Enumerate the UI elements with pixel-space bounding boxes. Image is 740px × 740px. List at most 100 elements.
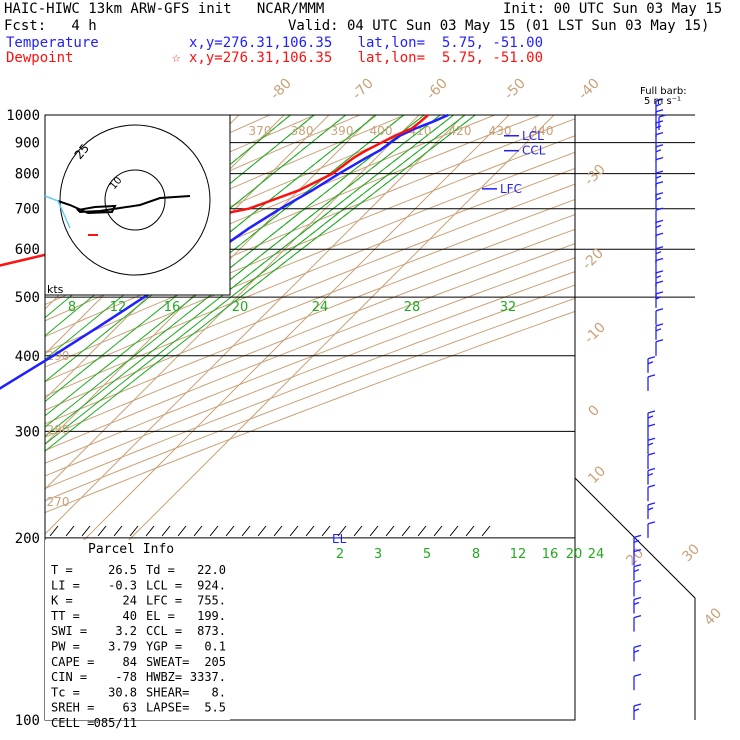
parcel-key: CELL =: [51, 716, 94, 730]
parcel-value: 199.: [197, 609, 226, 623]
parcel-hatch-line: [385, 525, 395, 537]
mixing-ratio-label: 16: [164, 300, 181, 315]
wind-barb-flag: [655, 257, 664, 262]
parcel-hatch-line: [353, 525, 363, 537]
barb-key: Full barb:5 m s⁻¹: [640, 86, 687, 130]
pressure-tick-label: 400: [15, 349, 40, 365]
isotherm-line: [0, 115, 14, 720]
wind-barb-flag: [655, 246, 664, 250]
dry-adiabat-line: [45, 151, 575, 368]
parcel-value: 085/11: [94, 716, 137, 730]
parcel-key: TT =: [51, 609, 80, 623]
isotherm-label: -70: [349, 75, 376, 102]
theta-label: 370: [249, 124, 272, 138]
dry-adiabat-line: [45, 297, 575, 502]
theta-label: 280: [47, 423, 70, 437]
wind-barb-flag: [633, 534, 642, 538]
parcel-hatch-line: [65, 525, 75, 537]
mixing-ratio-dashed-line: [174, 115, 405, 298]
parcel-info-box: [45, 540, 230, 720]
pressure-tick-label: 700: [15, 202, 40, 218]
wind-barb-flag: [655, 207, 664, 211]
isotherm-line: [45, 115, 465, 535]
pressure-tick-label: 500: [15, 290, 40, 306]
mixing-ratio-label: 2: [336, 547, 344, 562]
temperature-legend: Temperature: [6, 35, 99, 51]
dry-adiabat-line: [45, 228, 575, 438]
wind-barb-flag: [655, 192, 664, 196]
wind-barb-flag: [655, 291, 664, 295]
mixing-ratio-dashed-line: [207, 115, 441, 298]
wind-barb-flag: [633, 649, 640, 653]
dry-adiabat-line: [45, 257, 575, 464]
parcel-hatch-line: [369, 525, 379, 537]
theta-label: 430: [489, 124, 512, 138]
parcel-hatch-line: [145, 525, 155, 537]
isotherm-line: [45, 115, 420, 490]
hodograph-unit: kts: [47, 283, 64, 296]
wind-barb-flag: [655, 232, 664, 236]
parcel-value: 3.79: [108, 640, 137, 654]
lower-frame-edge: [574, 477, 696, 720]
wind-barb-flag: [655, 296, 662, 300]
parcel-key: HWBZ=: [146, 670, 182, 684]
parcel-hatch-line: [129, 525, 139, 537]
hodograph-ring-outer: [59, 124, 211, 276]
barb-key-line1: Full barb:: [640, 86, 687, 97]
parcel-key: LFC =: [146, 594, 182, 608]
theta-label: 420: [449, 124, 472, 138]
parcel-key: CAPE =: [51, 655, 94, 669]
dewpoint-coords: x,y=276.31,106.35 lat,lon= 5.75, -51.00: [189, 50, 544, 66]
wind-barb-flag: [633, 539, 640, 543]
dry-adiabat-line: [45, 243, 575, 451]
pressure-tick-label: 1000: [6, 108, 40, 124]
pressure-tick-label: 300: [15, 424, 40, 440]
parcel-hatch-line: [337, 525, 347, 537]
isotherm-label: -40: [575, 75, 602, 102]
dry-adiabat-line: [45, 183, 575, 397]
parcel-hatch-line: [305, 525, 315, 537]
parcel-key: CCL =: [146, 624, 182, 638]
parcel-hatch-line: [193, 525, 203, 537]
isotherm-label: -80: [267, 75, 294, 102]
parcel-value: 3337.: [190, 670, 226, 684]
wind-barb-flag: [655, 275, 662, 279]
wind-barb-flag: [655, 149, 662, 153]
dry-adiabat-line: [45, 310, 575, 514]
barb-key-flag: [658, 114, 667, 118]
mixing-ratio-label: 16: [542, 547, 559, 562]
wind-barb-flag: [633, 568, 640, 573]
wind-barb-flag: [655, 181, 664, 185]
parcel-key: Td =: [146, 563, 175, 577]
parcel-hatch-line: [449, 525, 459, 537]
wind-barb-flag: [655, 219, 664, 224]
theta-label: 400: [370, 124, 393, 138]
parcel-hatch-line: [49, 525, 59, 537]
pressure-tick-label: 600: [15, 242, 40, 258]
wind-barb-flag: [647, 415, 654, 419]
wind-barb-flag: [655, 270, 664, 274]
parcel-key: T =: [51, 563, 73, 577]
parcel-key: PW =: [51, 640, 80, 654]
mixing-ratio-label: 3: [374, 547, 382, 562]
isotherm-label: 10: [585, 463, 609, 487]
isotherm-label: 0: [585, 402, 603, 420]
theta-label: 380: [291, 124, 314, 138]
parcel-key: K =: [51, 594, 73, 608]
parcel-hatch-line: [97, 525, 107, 537]
title-text: HAIC-HIWC 13km ARW-GFS init NCAR/MMM: [4, 1, 325, 17]
wind-barbs: [633, 98, 664, 720]
dewpoint-line: [0, 114, 429, 267]
wind-barb-flag: [647, 361, 654, 365]
parcel-key: EL =: [146, 609, 175, 623]
isotherm-label: -10: [581, 319, 608, 346]
dry-adiabat-grid: [45, 115, 575, 514]
mixing-ratio-label: 20: [232, 300, 249, 315]
mixing-ratio-dashed-line: [148, 115, 377, 298]
dry-adiabat-line: [45, 167, 575, 383]
wind-barb-flag: [647, 374, 656, 378]
wind-barb-flag: [633, 579, 642, 584]
parcel-hatch-line: [465, 525, 475, 537]
parcel-value: -0.3: [108, 578, 137, 592]
